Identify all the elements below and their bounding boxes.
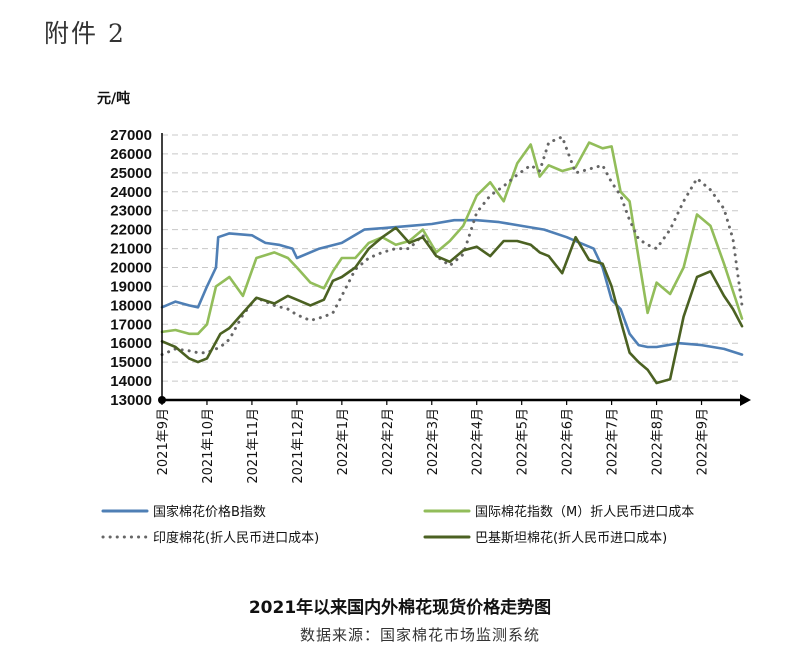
y-tick-label: 14000	[110, 373, 152, 390]
legend-label-2: 印度棉花(折人民币进口成本)	[153, 530, 319, 546]
y-tick-label: 17000	[110, 316, 152, 333]
y-tick-label: 16000	[110, 335, 152, 352]
x-tick-label: 2022年3月	[426, 408, 441, 475]
y-tick-label: 18000	[110, 297, 152, 314]
y-tick-label: 27000	[110, 127, 152, 144]
series-line-2	[160, 135, 744, 357]
series-line-0	[160, 218, 744, 356]
y-tick-label: 15000	[110, 354, 152, 371]
x-tick-label: 2022年8月	[651, 408, 666, 475]
y-tick-label: 13000	[110, 392, 152, 409]
x-tick-label: 2021年12月	[291, 408, 306, 484]
x-axis-arrow	[740, 394, 751, 406]
legend-label-0: 国家棉花价格B指数	[153, 504, 266, 520]
x-tick-label: 2022年5月	[516, 408, 531, 475]
y-axis-ticks: 13000 14000 15000 16000 17000 18000 1900020000…	[110, 127, 152, 409]
y-tick-label: 26000	[110, 146, 152, 163]
y-tick-label: 21000	[110, 241, 152, 258]
legend: 国家棉花价格B指数 国际棉花指数（M）折人民币进口成本印度棉花(折人民币进口成本)…	[101, 504, 694, 546]
x-tick-label: 2022年6月	[561, 408, 576, 475]
legend-label-3: 巴基斯坦棉花(折人民币进口成本)	[475, 530, 667, 546]
y-tick-label: 25000	[110, 165, 152, 182]
x-tick-label: 2022年2月	[381, 408, 396, 475]
y-tick-label: 19000	[110, 278, 152, 295]
series-line-3	[160, 226, 744, 385]
y-tick-label: 23000	[110, 203, 152, 220]
y-tick-label: 24000	[110, 184, 152, 201]
x-tick-label: 2022年1月	[336, 408, 351, 475]
attachment-label: 附件 2	[44, 19, 126, 48]
series-lines	[160, 135, 744, 385]
data-source: 数据来源：国家棉花市场监测系统	[300, 626, 541, 644]
legend-label-1: 国际棉花指数（M）折人民币进口成本	[475, 504, 694, 520]
y-tick-label: 20000	[110, 260, 152, 277]
x-tick-label: 2021年9月	[156, 408, 171, 475]
series-line-1	[160, 141, 744, 336]
x-tick-label: 2022年7月	[606, 408, 621, 475]
y-axis-unit: 元/吨	[97, 91, 131, 107]
y-tick-label: 22000	[110, 222, 152, 239]
price-line-chart: 13000 14000 15000 16000 17000 18000 1900020000…	[101, 127, 751, 546]
chart-title: 2021年以来国内外棉花现货价格走势图	[248, 598, 552, 618]
axes	[158, 133, 751, 406]
x-tick-label: 2021年10月	[201, 408, 216, 484]
x-tick-label: 2022年4月	[471, 408, 486, 475]
grid-lines	[162, 134, 742, 382]
x-axis-ticks: 2021年9月 2021年10月 2021年11月 2021年12月 2022年1月 20…	[156, 400, 711, 484]
x-tick-label: 2021年11月	[246, 408, 261, 484]
x-tick-label: 2022年9月	[696, 408, 711, 475]
